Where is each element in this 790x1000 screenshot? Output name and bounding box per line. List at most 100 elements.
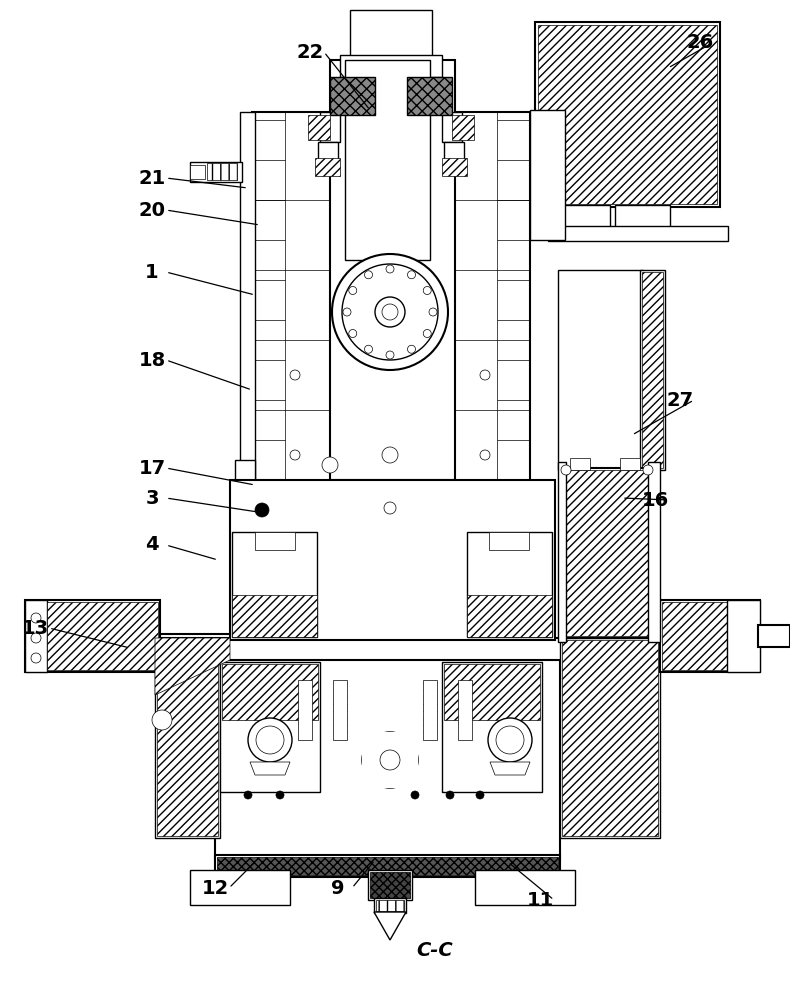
Bar	[475, 870, 575, 905]
Circle shape	[382, 304, 398, 320]
Bar	[442, 112, 462, 142]
Bar	[467, 532, 552, 637]
Circle shape	[332, 254, 448, 370]
Bar	[640, 270, 665, 470]
Polygon shape	[374, 912, 406, 940]
Polygon shape	[490, 762, 530, 775]
Circle shape	[496, 726, 524, 754]
Bar	[660, 600, 760, 672]
Bar	[220, 662, 320, 792]
Bar	[727, 600, 760, 672]
Bar	[662, 602, 727, 670]
Bar	[190, 165, 205, 179]
Circle shape	[386, 265, 394, 273]
Circle shape	[411, 791, 419, 799]
Bar	[758, 625, 790, 647]
Text: 20: 20	[138, 200, 165, 220]
Circle shape	[423, 330, 431, 338]
Circle shape	[488, 718, 532, 762]
Bar	[340, 55, 442, 77]
Bar	[564, 470, 648, 636]
Bar	[255, 532, 295, 550]
Circle shape	[364, 271, 373, 279]
Bar	[452, 115, 474, 140]
Polygon shape	[155, 638, 230, 695]
Text: 11: 11	[526, 890, 554, 910]
Bar	[374, 898, 406, 913]
Circle shape	[408, 345, 416, 353]
Bar	[298, 680, 312, 740]
Text: 27: 27	[667, 390, 694, 410]
Circle shape	[476, 791, 484, 799]
Text: 16: 16	[641, 490, 668, 510]
Circle shape	[384, 502, 396, 514]
Bar	[370, 872, 410, 898]
Bar	[215, 660, 560, 860]
Polygon shape	[444, 664, 540, 720]
Bar	[560, 638, 660, 838]
Bar	[570, 458, 590, 470]
Bar	[308, 115, 330, 140]
Bar	[444, 142, 464, 162]
Circle shape	[31, 613, 41, 623]
Circle shape	[643, 465, 653, 475]
Text: 17: 17	[138, 458, 166, 478]
Circle shape	[244, 791, 252, 799]
Bar	[442, 158, 467, 176]
Bar	[450, 112, 530, 482]
Text: 21: 21	[138, 168, 166, 188]
Bar	[333, 680, 347, 740]
Bar	[318, 142, 338, 162]
Bar	[207, 163, 237, 180]
Bar	[320, 112, 340, 142]
Circle shape	[276, 791, 284, 799]
Circle shape	[248, 718, 292, 762]
Bar	[190, 870, 290, 905]
Bar	[548, 226, 728, 241]
Bar	[232, 532, 317, 637]
Text: 26: 26	[687, 32, 713, 51]
Circle shape	[480, 450, 490, 460]
Bar	[615, 205, 670, 227]
Bar	[25, 600, 47, 672]
Bar	[538, 25, 717, 204]
Circle shape	[423, 286, 431, 294]
Polygon shape	[467, 595, 552, 637]
Bar	[648, 462, 660, 642]
Bar	[330, 77, 375, 115]
Bar	[558, 462, 566, 642]
Bar	[642, 272, 663, 468]
Circle shape	[480, 370, 490, 380]
Bar	[458, 680, 472, 740]
Bar	[235, 460, 255, 482]
Circle shape	[446, 791, 454, 799]
Bar	[240, 112, 255, 502]
Circle shape	[348, 330, 357, 338]
Bar	[315, 158, 340, 176]
Circle shape	[408, 271, 416, 279]
Circle shape	[31, 633, 41, 643]
Circle shape	[255, 503, 269, 517]
Bar	[157, 640, 218, 836]
Bar	[25, 600, 160, 672]
Circle shape	[362, 732, 418, 788]
Bar	[362, 732, 418, 788]
Circle shape	[342, 264, 438, 360]
Bar	[620, 458, 640, 470]
Bar	[562, 640, 658, 836]
Text: 4: 4	[145, 536, 159, 554]
Circle shape	[256, 726, 284, 754]
Bar	[407, 77, 452, 115]
Circle shape	[322, 457, 338, 473]
Text: 9: 9	[331, 879, 344, 898]
Text: 22: 22	[296, 42, 324, 62]
Circle shape	[386, 351, 394, 359]
Bar	[368, 870, 412, 900]
Circle shape	[382, 447, 398, 463]
Text: 1: 1	[145, 262, 159, 282]
Circle shape	[290, 450, 300, 460]
Circle shape	[375, 297, 405, 327]
Circle shape	[152, 710, 172, 730]
Bar	[155, 638, 660, 663]
Bar	[555, 205, 610, 227]
